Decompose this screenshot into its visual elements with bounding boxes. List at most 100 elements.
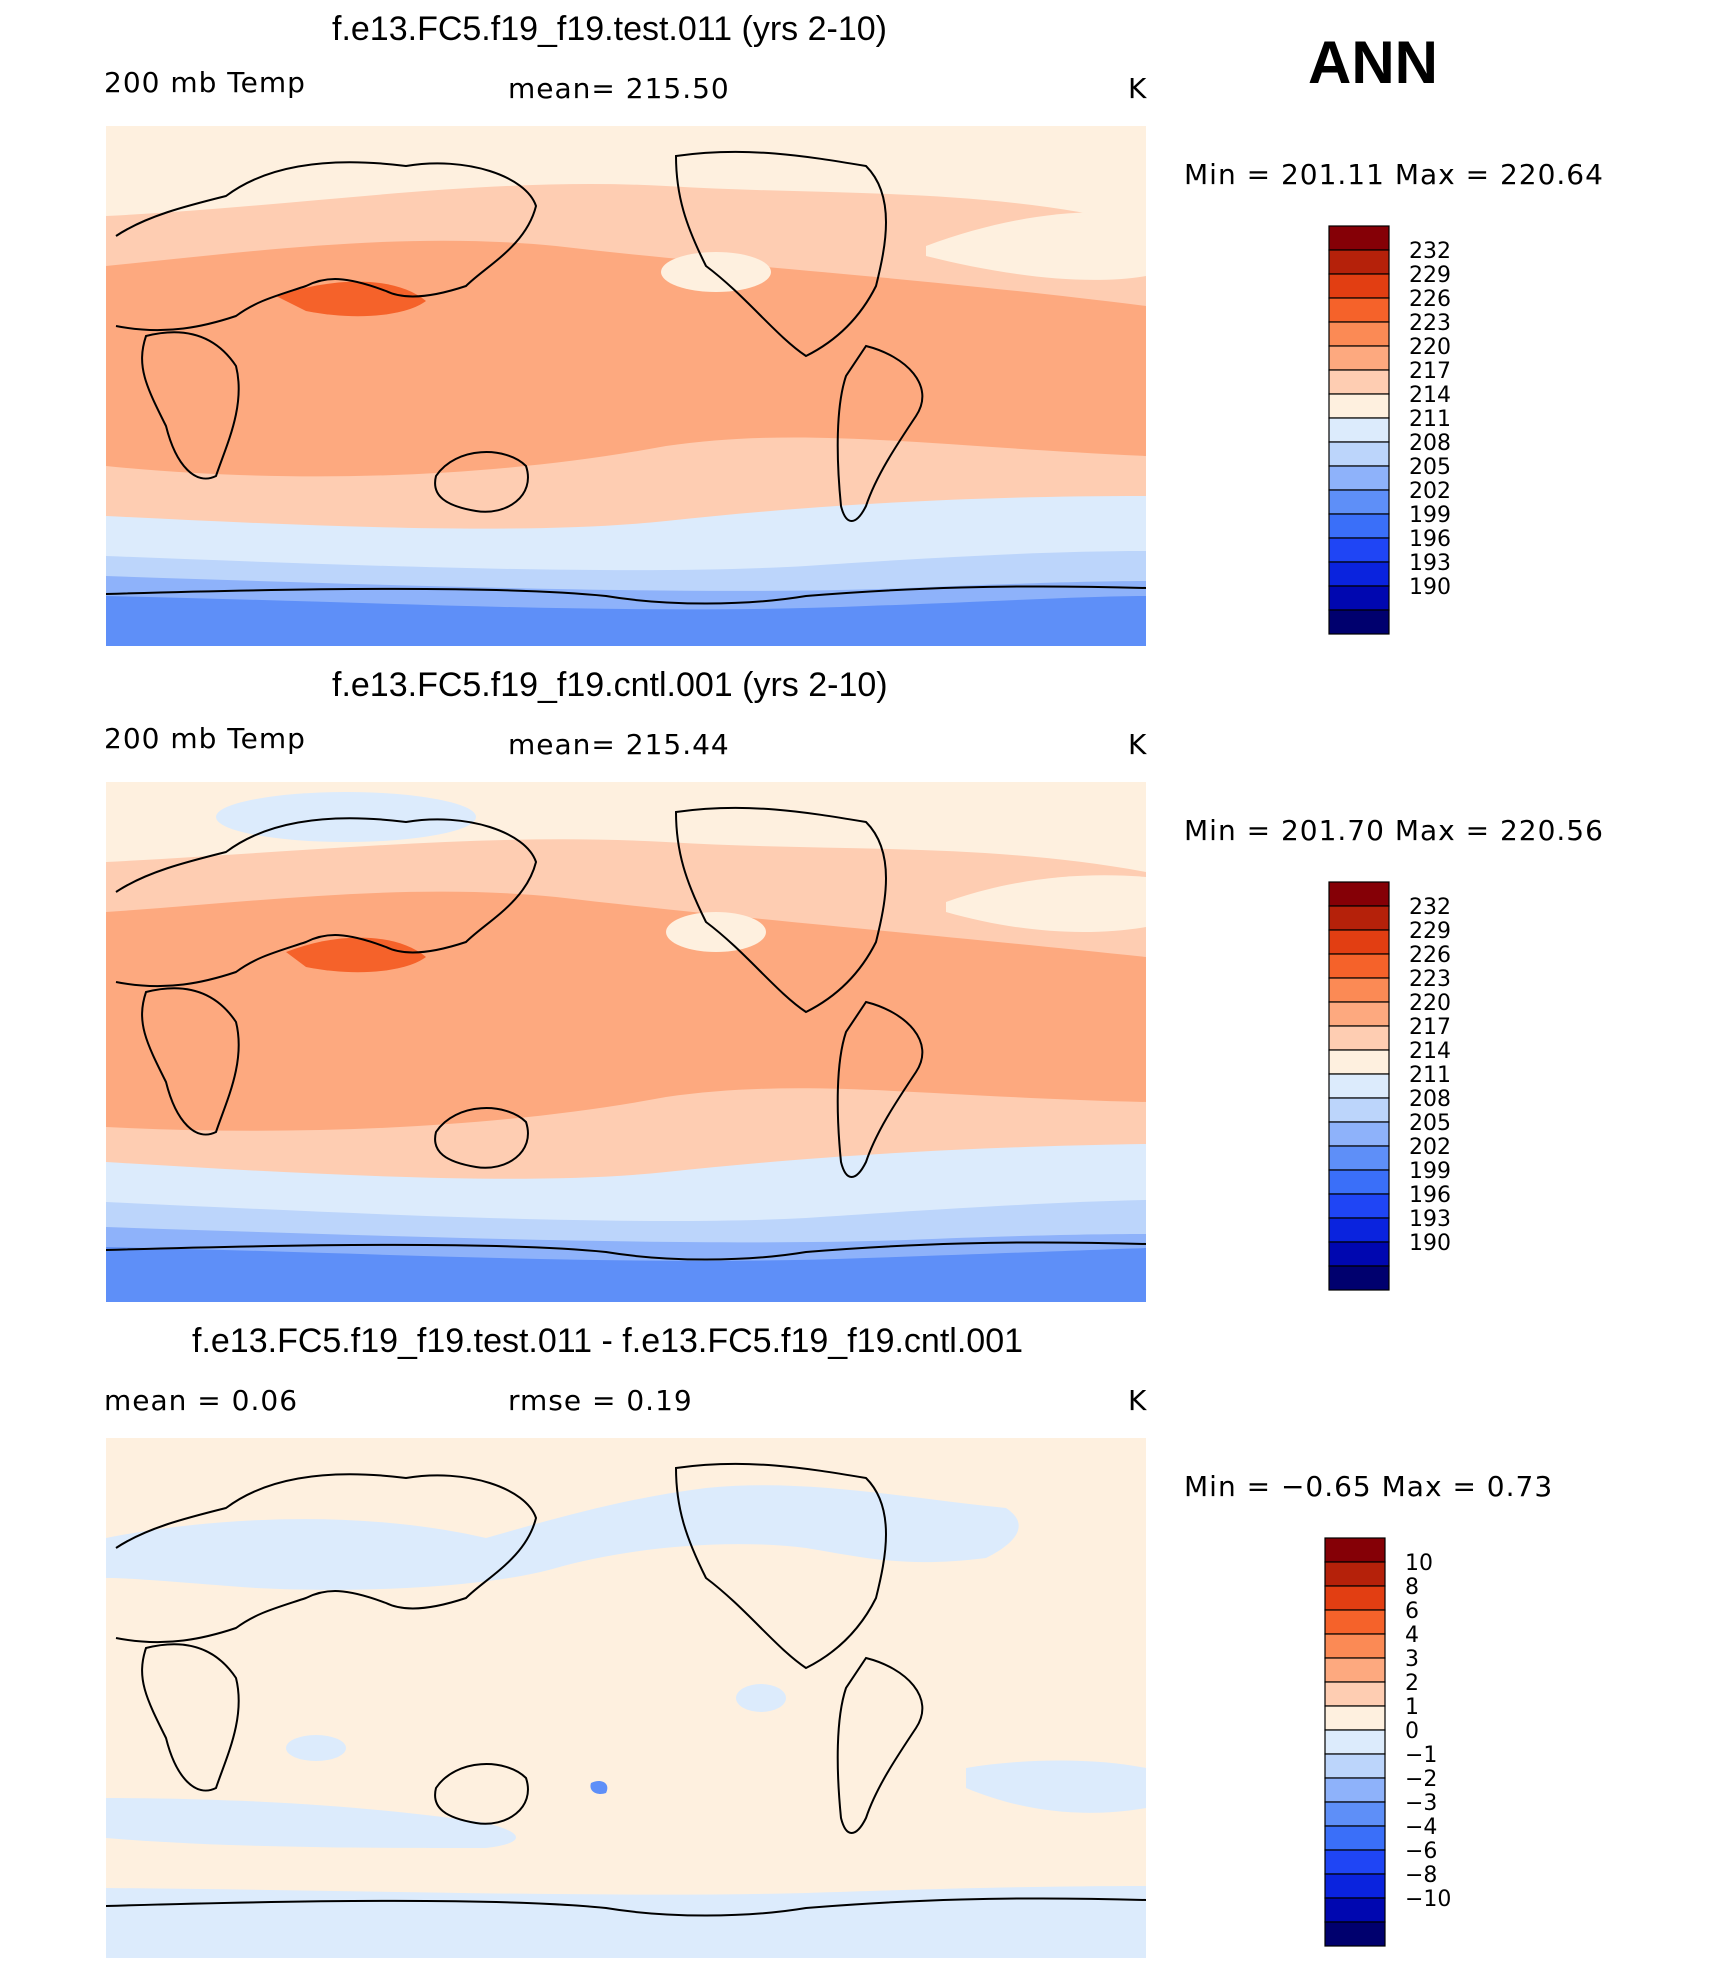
colorbar-box-3-11 bbox=[1324, 1801, 1386, 1827]
colorbar-tick-label: 199 bbox=[1409, 1159, 1451, 1184]
band-neg-north bbox=[106, 1485, 1019, 1590]
colorbar-tick-label: 226 bbox=[1409, 943, 1451, 968]
colorbar-box-1-3 bbox=[1328, 297, 1390, 323]
colorbar-box-1-8 bbox=[1328, 417, 1390, 443]
colorbar-box-3-5 bbox=[1324, 1657, 1386, 1683]
colorbar-box-3-8 bbox=[1324, 1729, 1386, 1755]
colorbar-tick-label: 8 bbox=[1405, 1575, 1419, 1600]
band-pacific-min bbox=[666, 912, 766, 952]
band-neg-atlantic bbox=[966, 1760, 1146, 1813]
colorbar-tick-label: −1 bbox=[1405, 1743, 1437, 1768]
colorbar-tick-label: 229 bbox=[1409, 919, 1451, 944]
colorbar-tick-label: 232 bbox=[1409, 895, 1451, 920]
panel1-variable: 200 mb Temp bbox=[104, 66, 306, 99]
colorbar-tick-label: 208 bbox=[1409, 431, 1451, 456]
colorbar-tick-label: 226 bbox=[1409, 287, 1451, 312]
colorbar-tick-label: 190 bbox=[1409, 1231, 1451, 1256]
colorbar-box-2-5 bbox=[1328, 1001, 1390, 1027]
colorbar-box-1-1 bbox=[1328, 249, 1390, 275]
colorbar-box-1-14 bbox=[1328, 561, 1390, 587]
colorbar-box-2-16 bbox=[1328, 1265, 1390, 1291]
colorbar-box-3-3 bbox=[1324, 1609, 1386, 1635]
panel1-map bbox=[106, 126, 1146, 646]
colorbar-box-3-1 bbox=[1324, 1561, 1386, 1587]
panel1-minmax: Min = 201.11 Max = 220.64 bbox=[1184, 158, 1604, 191]
panel2-minmax: Min = 201.70 Max = 220.56 bbox=[1184, 814, 1604, 847]
colorbar-box-3-0 bbox=[1324, 1537, 1386, 1563]
colorbar-tick-label: 202 bbox=[1409, 479, 1451, 504]
colorbar-tick-label: −6 bbox=[1405, 1839, 1437, 1864]
band-arctic-min bbox=[216, 792, 476, 842]
panel2-mean: mean= 215.44 bbox=[508, 728, 730, 761]
colorbar-tick-label: −3 bbox=[1405, 1791, 1437, 1816]
colorbar-box-1-7 bbox=[1328, 393, 1390, 419]
panel1-colorbar: 232 229 226 223 220 217 214 211 208 205 202 199 196 1… bbox=[1328, 225, 1489, 646]
panel3-mean: mean = 0.06 bbox=[104, 1384, 299, 1417]
colorbar-tick-label: 193 bbox=[1409, 1207, 1451, 1232]
panel2-variable: 200 mb Temp bbox=[104, 722, 306, 755]
coastlines bbox=[106, 806, 1146, 1261]
colorbar-box-3-10 bbox=[1324, 1777, 1386, 1803]
colorbar-tick-label: 214 bbox=[1409, 383, 1451, 408]
band-220-223 bbox=[276, 281, 426, 317]
colorbar-box-1-10 bbox=[1328, 465, 1390, 491]
colorbar-tick-label: 190 bbox=[1409, 575, 1451, 600]
colorbar-box-2-11 bbox=[1328, 1145, 1390, 1171]
band-neg-south bbox=[106, 1798, 516, 1848]
colorbar-box-3-4 bbox=[1324, 1633, 1386, 1659]
panel3-map bbox=[106, 1438, 1146, 1958]
colorbar-box-2-15 bbox=[1328, 1241, 1390, 1267]
panel2-contour-plot bbox=[106, 782, 1146, 1302]
panel3-units: K bbox=[1128, 1384, 1148, 1417]
colorbar-tick-label: 220 bbox=[1409, 991, 1451, 1016]
colorbar-tick-label: −2 bbox=[1405, 1767, 1437, 1792]
colorbar-box-3-6 bbox=[1324, 1681, 1386, 1707]
colorbar-box-1-6 bbox=[1328, 369, 1390, 395]
colorbar-box-2-0 bbox=[1328, 881, 1390, 907]
colorbar-tick-label: 217 bbox=[1409, 1015, 1451, 1040]
colorbar-tick-label: 223 bbox=[1409, 311, 1451, 336]
colorbar-box-3-13 bbox=[1324, 1849, 1386, 1875]
colorbar-tick-label: −4 bbox=[1405, 1815, 1437, 1840]
colorbar-tick-label: 1 bbox=[1405, 1695, 1419, 1720]
colorbar-tick-label: 232 bbox=[1409, 239, 1451, 264]
colorbar-box-2-3 bbox=[1328, 953, 1390, 979]
band-neg-nz bbox=[590, 1781, 608, 1794]
panel2-map bbox=[106, 782, 1146, 1302]
band-neg-antarctic bbox=[106, 1886, 1146, 1958]
colorbar-box-2-1 bbox=[1328, 905, 1390, 931]
panel3-title: f.e13.FC5.f19_f19.test.011 - f.e13.FC5.f… bbox=[192, 1322, 1024, 1360]
band-neg-indian bbox=[286, 1735, 346, 1761]
colorbar-box-1-12 bbox=[1328, 513, 1390, 539]
panel1-contour-plot bbox=[106, 126, 1146, 646]
colorbar-tick-label: 193 bbox=[1409, 551, 1451, 576]
colorbar-box-1-4 bbox=[1328, 321, 1390, 347]
colorbar-tick-label: 208 bbox=[1409, 1087, 1451, 1112]
colorbar-tick-label: 199 bbox=[1409, 503, 1451, 528]
colorbar-tick-label: 196 bbox=[1409, 527, 1451, 552]
band-pacific-min bbox=[661, 252, 771, 292]
panel2-title: f.e13.FC5.f19_f19.cntl.001 (yrs 2-10) bbox=[332, 666, 888, 704]
colorbar-box-3-9 bbox=[1324, 1753, 1386, 1779]
colorbar-tick-label: 229 bbox=[1409, 263, 1451, 288]
colorbar-box-1-5 bbox=[1328, 345, 1390, 371]
colorbar-tick-label: 211 bbox=[1409, 407, 1451, 432]
colorbar-tick-label: 6 bbox=[1405, 1599, 1419, 1624]
colorbar-box-2-6 bbox=[1328, 1025, 1390, 1051]
colorbar-tick-label: 202 bbox=[1409, 1135, 1451, 1160]
panel1-mean: mean= 215.50 bbox=[508, 72, 730, 105]
colorbar-box-2-10 bbox=[1328, 1121, 1390, 1147]
panel1-colorbar-svg: 2322292262232202172142112082052021991961… bbox=[1328, 225, 1451, 635]
panel3-colorbar: 10 8 6 4 3 2 1 0 −1 −2 −3 −4 −6 −8 −10 bbox=[1324, 1537, 1485, 1958]
colorbar-box-1-16 bbox=[1328, 609, 1390, 635]
colorbar-box-1-13 bbox=[1328, 537, 1390, 563]
panel3-contour-plot bbox=[106, 1438, 1146, 1958]
colorbar-box-2-14 bbox=[1328, 1217, 1390, 1243]
coastlines bbox=[106, 150, 1146, 605]
panel2-colorbar: 232 229 226 223 220 217 214 211 208 205 202 199 196 1… bbox=[1328, 881, 1489, 1302]
colorbar-box-3-16 bbox=[1324, 1921, 1386, 1947]
colorbar-tick-label: −8 bbox=[1405, 1863, 1437, 1888]
panel2-units: K bbox=[1128, 728, 1148, 761]
colorbar-box-3-15 bbox=[1324, 1897, 1386, 1923]
